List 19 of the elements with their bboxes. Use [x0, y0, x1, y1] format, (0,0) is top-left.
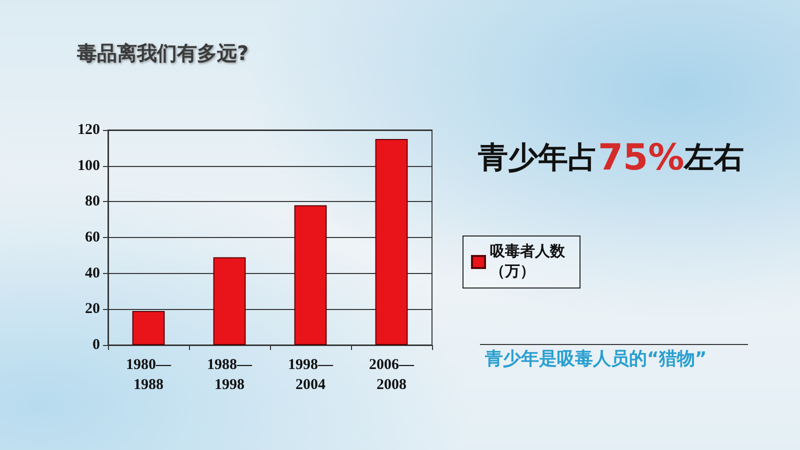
- y-tick-label: 60: [85, 230, 100, 246]
- text: 青少年是吸毒人员的“猎物”: [484, 348, 707, 370]
- legend-label: 吸毒者人数（万）: [490, 243, 566, 280]
- text: 青少年占75%左右: [477, 138, 744, 178]
- bar: [213, 257, 246, 345]
- y-tick-label: 120: [78, 122, 100, 138]
- chart-title: 毒品离我们有多远?: [76, 41, 249, 65]
- y-tick-label: 20: [85, 301, 100, 318]
- x-tick-label: 1980—1988: [126, 357, 172, 393]
- y-tick-label: 40: [85, 265, 100, 282]
- bar: [294, 205, 327, 345]
- y-tick-label: 100: [78, 158, 100, 174]
- bar: [375, 138, 408, 345]
- x-tick-label: 2006—2008: [369, 357, 415, 393]
- y-tick-label: 0: [92, 337, 100, 353]
- bar: [132, 310, 165, 345]
- y-tick-label: 80: [85, 194, 100, 210]
- x-tick-label: 1998—2004: [288, 357, 334, 393]
- x-tick-label: 1988—1998: [207, 357, 253, 393]
